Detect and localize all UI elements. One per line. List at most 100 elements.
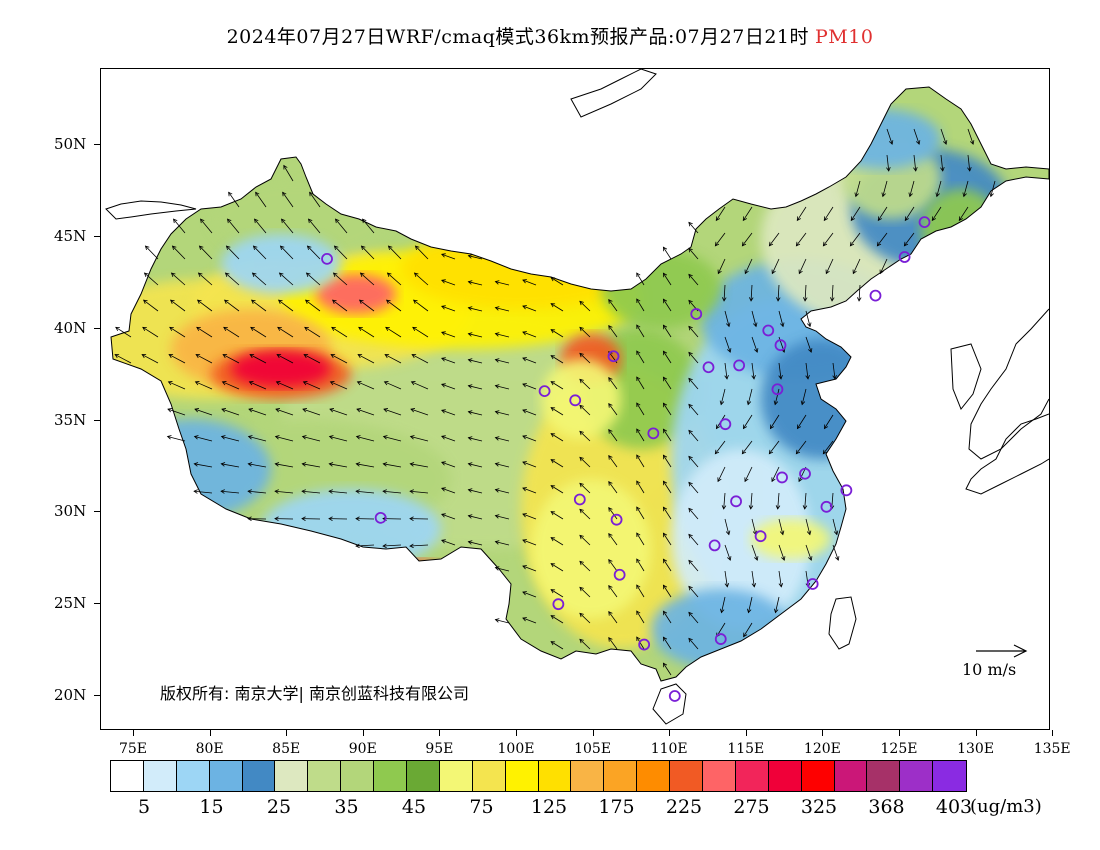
- wind-arrow: [114, 354, 132, 364]
- wind-arrowhead: [550, 459, 556, 464]
- wind-arrow: [886, 154, 890, 171]
- map-title: 2024年07月27日WRF/cmaq模式36km预报产品:07月27日21时 P…: [0, 22, 1100, 49]
- wind-arrow: [608, 377, 618, 390]
- wind-arrow: [751, 570, 755, 587]
- lat-label: 45N: [54, 226, 87, 245]
- coastline: [570, 69, 657, 118]
- wind-arrowhead: [357, 354, 363, 359]
- copyright-notice: 版权所有: 南京大学| 南京创蓝科技有限公司: [160, 684, 469, 703]
- wind-arrow: [275, 436, 294, 442]
- wind-arrow: [751, 362, 755, 379]
- wind-arrow: [751, 336, 758, 353]
- wind-vectors: [114, 128, 996, 676]
- wind-arrowhead: [494, 566, 500, 571]
- wind-arrow: [724, 336, 731, 353]
- wind-arrowhead: [822, 449, 828, 455]
- wind-arrowhead: [141, 354, 147, 359]
- wind-arrow: [410, 544, 429, 547]
- city-marker: [869, 289, 882, 302]
- wind-arrowhead: [334, 218, 340, 224]
- pollutant-label: PM10: [815, 26, 874, 48]
- wind-arrow: [224, 299, 240, 312]
- wind-arrow: [468, 463, 483, 468]
- wind-arrow: [805, 336, 812, 353]
- colorbar-swatch: [768, 761, 802, 791]
- wind-arrowhead: [579, 326, 584, 332]
- wind-arrow: [441, 253, 456, 260]
- wind-arrowhead: [195, 354, 201, 359]
- wind-arrowhead: [412, 299, 418, 304]
- wind-arrow: [636, 558, 645, 572]
- colorbar-swatch: [176, 761, 210, 791]
- wind-arrow: [276, 381, 294, 390]
- concentration-patch: [316, 274, 396, 314]
- wind-arrowhead: [719, 400, 725, 406]
- colorbar-swatch: [472, 761, 506, 791]
- lon-tick: [516, 730, 517, 736]
- wind-arrowhead: [494, 488, 500, 493]
- wind-arrow: [522, 591, 537, 598]
- wind-arrowhead: [223, 326, 228, 332]
- wind-arrow: [304, 326, 321, 338]
- wind-arrowhead: [385, 299, 391, 304]
- wind-arrow: [414, 272, 429, 286]
- wind-arrow: [330, 354, 348, 364]
- wind-arrow: [329, 436, 348, 442]
- lat-tick: [94, 235, 100, 237]
- city-marker: [374, 511, 387, 524]
- wind-arrowhead: [768, 241, 774, 247]
- city-marker: [714, 633, 727, 645]
- city-marker: [610, 513, 623, 526]
- wind-arrow: [283, 165, 294, 182]
- wind-arrow: [804, 492, 807, 509]
- concentration-patch: [751, 519, 831, 559]
- wind-arrow: [663, 585, 672, 598]
- wind-arrowhead: [688, 507, 693, 513]
- wind-arrow: [360, 272, 375, 286]
- wind-arrow: [441, 305, 456, 312]
- wind-arrow: [717, 258, 726, 274]
- wind-arrow: [275, 463, 294, 468]
- wind-arrowhead: [356, 408, 362, 413]
- wind-arrowhead: [331, 326, 336, 332]
- lat-label: 25N: [54, 594, 87, 613]
- wind-arrow: [249, 381, 267, 390]
- wind-arrow: [333, 272, 348, 286]
- wind-arrowhead: [771, 477, 776, 483]
- colorbar-swatch: [111, 761, 144, 791]
- wind-arrowhead: [409, 543, 414, 549]
- wind-arrow: [663, 533, 672, 546]
- wind-arrowhead: [724, 374, 729, 380]
- wind-arrow: [172, 245, 186, 260]
- china-border: [110, 86, 1049, 682]
- wind-arrow: [770, 414, 780, 429]
- wind-arrowhead: [467, 540, 473, 545]
- wind-arrow: [495, 619, 510, 624]
- wind-arrowhead: [754, 348, 759, 353]
- wind-arrow: [197, 299, 213, 312]
- wind-arrowhead: [775, 297, 781, 302]
- wind-arrow: [277, 326, 294, 338]
- wind-arrow: [579, 326, 591, 338]
- wind-arrowhead: [662, 454, 668, 460]
- wind-arrowhead: [688, 325, 693, 331]
- wind-arrowhead: [876, 241, 882, 247]
- wind-arrow: [724, 518, 730, 535]
- wind-arrow: [805, 310, 811, 327]
- wind-arrow: [495, 307, 510, 312]
- wind-arrow: [636, 610, 645, 624]
- wind-arrow: [468, 255, 483, 260]
- wind-arrowhead: [198, 245, 204, 251]
- wind-arrow: [990, 180, 996, 197]
- wind-arrow: [412, 326, 429, 338]
- wind-arrow: [495, 515, 510, 520]
- wind-arrowhead: [194, 381, 200, 386]
- wind-arrowhead: [726, 322, 731, 328]
- wind-arrowhead: [304, 299, 310, 304]
- concentration-field: [111, 87, 1049, 681]
- colorbar-label: 368: [868, 796, 905, 818]
- wind-arrowhead: [220, 462, 226, 467]
- wind-arrow: [832, 518, 838, 535]
- wind-arrow: [743, 622, 753, 637]
- colorbar-swatch: [505, 761, 539, 791]
